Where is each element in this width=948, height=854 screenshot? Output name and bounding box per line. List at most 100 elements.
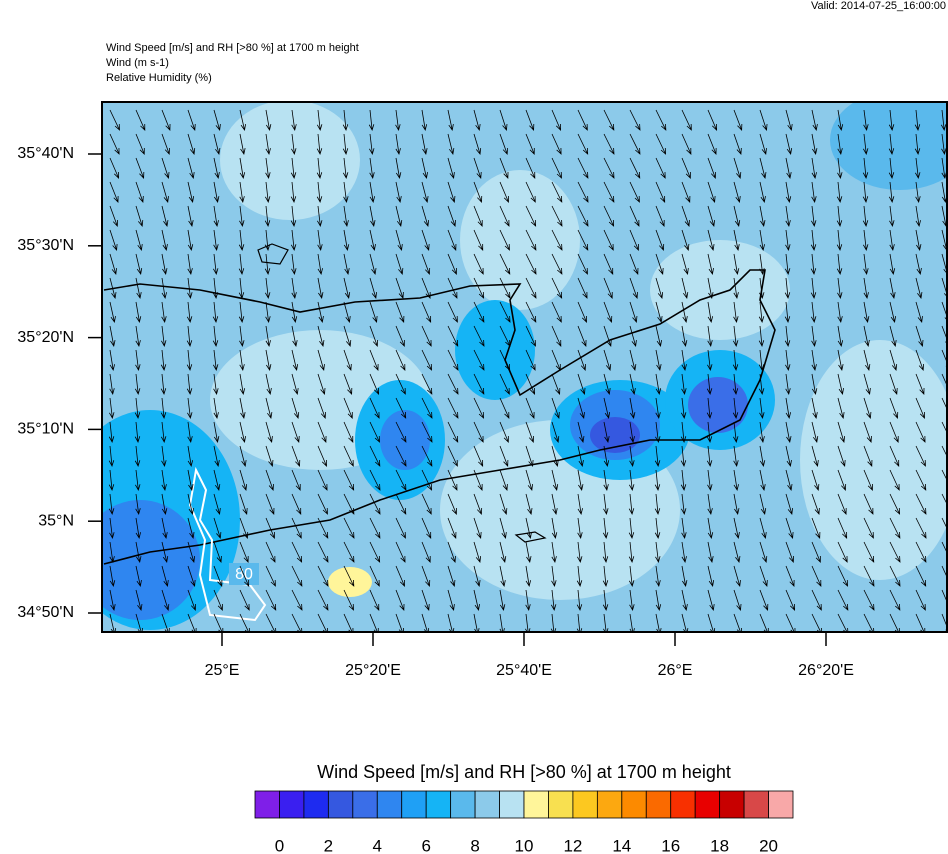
wind-arrow bbox=[525, 541, 532, 564]
wind-arrow bbox=[576, 565, 583, 588]
wind-arrow bbox=[213, 133, 221, 155]
wind-arrow bbox=[551, 397, 560, 419]
wind-arrow bbox=[551, 493, 558, 516]
wind-arrow bbox=[134, 445, 141, 468]
wind-arrow bbox=[473, 517, 482, 539]
colorbar-box bbox=[425, 790, 452, 819]
wind-arrow bbox=[551, 469, 559, 491]
wind-arrow bbox=[135, 181, 144, 203]
colorbar-label: 8 bbox=[470, 836, 479, 854]
wind-arrow bbox=[681, 157, 691, 179]
wind-arrow bbox=[862, 157, 869, 180]
colorbar-box bbox=[474, 790, 500, 819]
wind-arrow bbox=[239, 181, 245, 204]
wind-arrow bbox=[447, 349, 459, 371]
wind-arrow bbox=[213, 493, 221, 515]
wind-arrow bbox=[811, 565, 822, 587]
wind-arrow bbox=[655, 181, 666, 203]
wind-arrow bbox=[187, 445, 194, 468]
wind-arrow bbox=[837, 157, 843, 180]
wind-arrow bbox=[369, 373, 379, 395]
wind-arrow bbox=[914, 109, 921, 132]
wind-arrow bbox=[161, 301, 167, 324]
wind-arrow bbox=[265, 133, 271, 156]
wind-arrow bbox=[473, 181, 483, 203]
wind-arrow bbox=[342, 133, 349, 156]
wind-arrow bbox=[161, 277, 167, 300]
wind-arrow bbox=[369, 157, 375, 180]
wind-arrow bbox=[681, 277, 689, 299]
wind-arrow bbox=[135, 517, 141, 540]
wind-arrow bbox=[603, 421, 610, 444]
wind-arrow bbox=[109, 541, 115, 564]
wind-arrow bbox=[863, 445, 873, 467]
wind-arrow bbox=[785, 565, 795, 587]
wind-arrow bbox=[889, 373, 898, 395]
wind-arrow bbox=[317, 397, 326, 419]
wind-arrow bbox=[291, 541, 303, 563]
wind-arrow bbox=[343, 493, 355, 515]
wind-arrow bbox=[707, 541, 714, 564]
wind-arrow bbox=[421, 181, 429, 203]
wind-arrow bbox=[135, 133, 145, 155]
wind-arrow bbox=[395, 493, 407, 515]
wind-arrow bbox=[108, 493, 115, 516]
wind-arrow bbox=[915, 229, 922, 252]
colorbar-label: 4 bbox=[373, 836, 382, 854]
wind-arrow bbox=[395, 469, 407, 491]
wind-arrow bbox=[108, 421, 115, 444]
wind-arrow bbox=[629, 301, 638, 323]
wind-arrow bbox=[290, 205, 297, 228]
wind-arrow bbox=[889, 445, 900, 467]
wind-arrow bbox=[499, 349, 511, 371]
wind-arrow bbox=[577, 205, 589, 227]
wind-arrow bbox=[733, 445, 739, 468]
wind-arrow bbox=[213, 541, 222, 563]
wind-arrow bbox=[811, 397, 818, 420]
wind-arrow bbox=[317, 541, 329, 563]
wind-arrow bbox=[264, 229, 271, 252]
wind-arrow bbox=[291, 469, 301, 491]
wind-arrow bbox=[759, 205, 766, 228]
wind-arrow bbox=[447, 445, 458, 467]
lat-label: 35°30'N bbox=[17, 237, 74, 254]
wind-arrow bbox=[212, 349, 219, 372]
wind-arrow bbox=[291, 445, 301, 467]
wind-arrow bbox=[395, 421, 407, 443]
colorbar-box bbox=[548, 790, 574, 819]
wind-arrow bbox=[863, 397, 872, 419]
wind-arrow bbox=[421, 205, 430, 227]
wind-arrow bbox=[395, 589, 405, 611]
lon-label: 25°40'E bbox=[496, 662, 552, 679]
wind-arrow bbox=[577, 421, 585, 443]
wind-arrow bbox=[759, 181, 766, 204]
wind-arrow bbox=[499, 325, 511, 347]
wind-arrow bbox=[395, 253, 404, 275]
wind-arrow bbox=[707, 469, 713, 492]
wind-arrow bbox=[603, 613, 609, 632]
wind-arrow bbox=[265, 109, 272, 132]
wind-arrow bbox=[629, 277, 638, 299]
wind-arrow bbox=[862, 181, 869, 204]
wind-arrow bbox=[733, 133, 742, 155]
colorbar-box bbox=[523, 790, 549, 819]
wind-arrow bbox=[135, 253, 143, 275]
wind-arrow bbox=[706, 373, 713, 396]
wind-arrow bbox=[291, 349, 299, 372]
wind-arrow bbox=[447, 157, 455, 179]
wind-arrow bbox=[213, 205, 219, 228]
wind-arrow bbox=[187, 397, 193, 420]
wind-arrow bbox=[161, 493, 168, 516]
wind-arrow bbox=[759, 157, 767, 179]
wind-arrow bbox=[811, 181, 817, 204]
wind-arrow bbox=[915, 301, 923, 323]
wind-arrow bbox=[706, 421, 713, 444]
wind-arrow bbox=[629, 205, 640, 227]
wind-arrow bbox=[655, 349, 662, 372]
wind-arrow bbox=[108, 469, 115, 492]
wind-arrow bbox=[603, 325, 612, 347]
wind-arrow bbox=[707, 565, 715, 588]
wind-arrow bbox=[837, 421, 846, 443]
wind-arrow bbox=[603, 157, 615, 179]
wind-arrow bbox=[863, 277, 869, 300]
